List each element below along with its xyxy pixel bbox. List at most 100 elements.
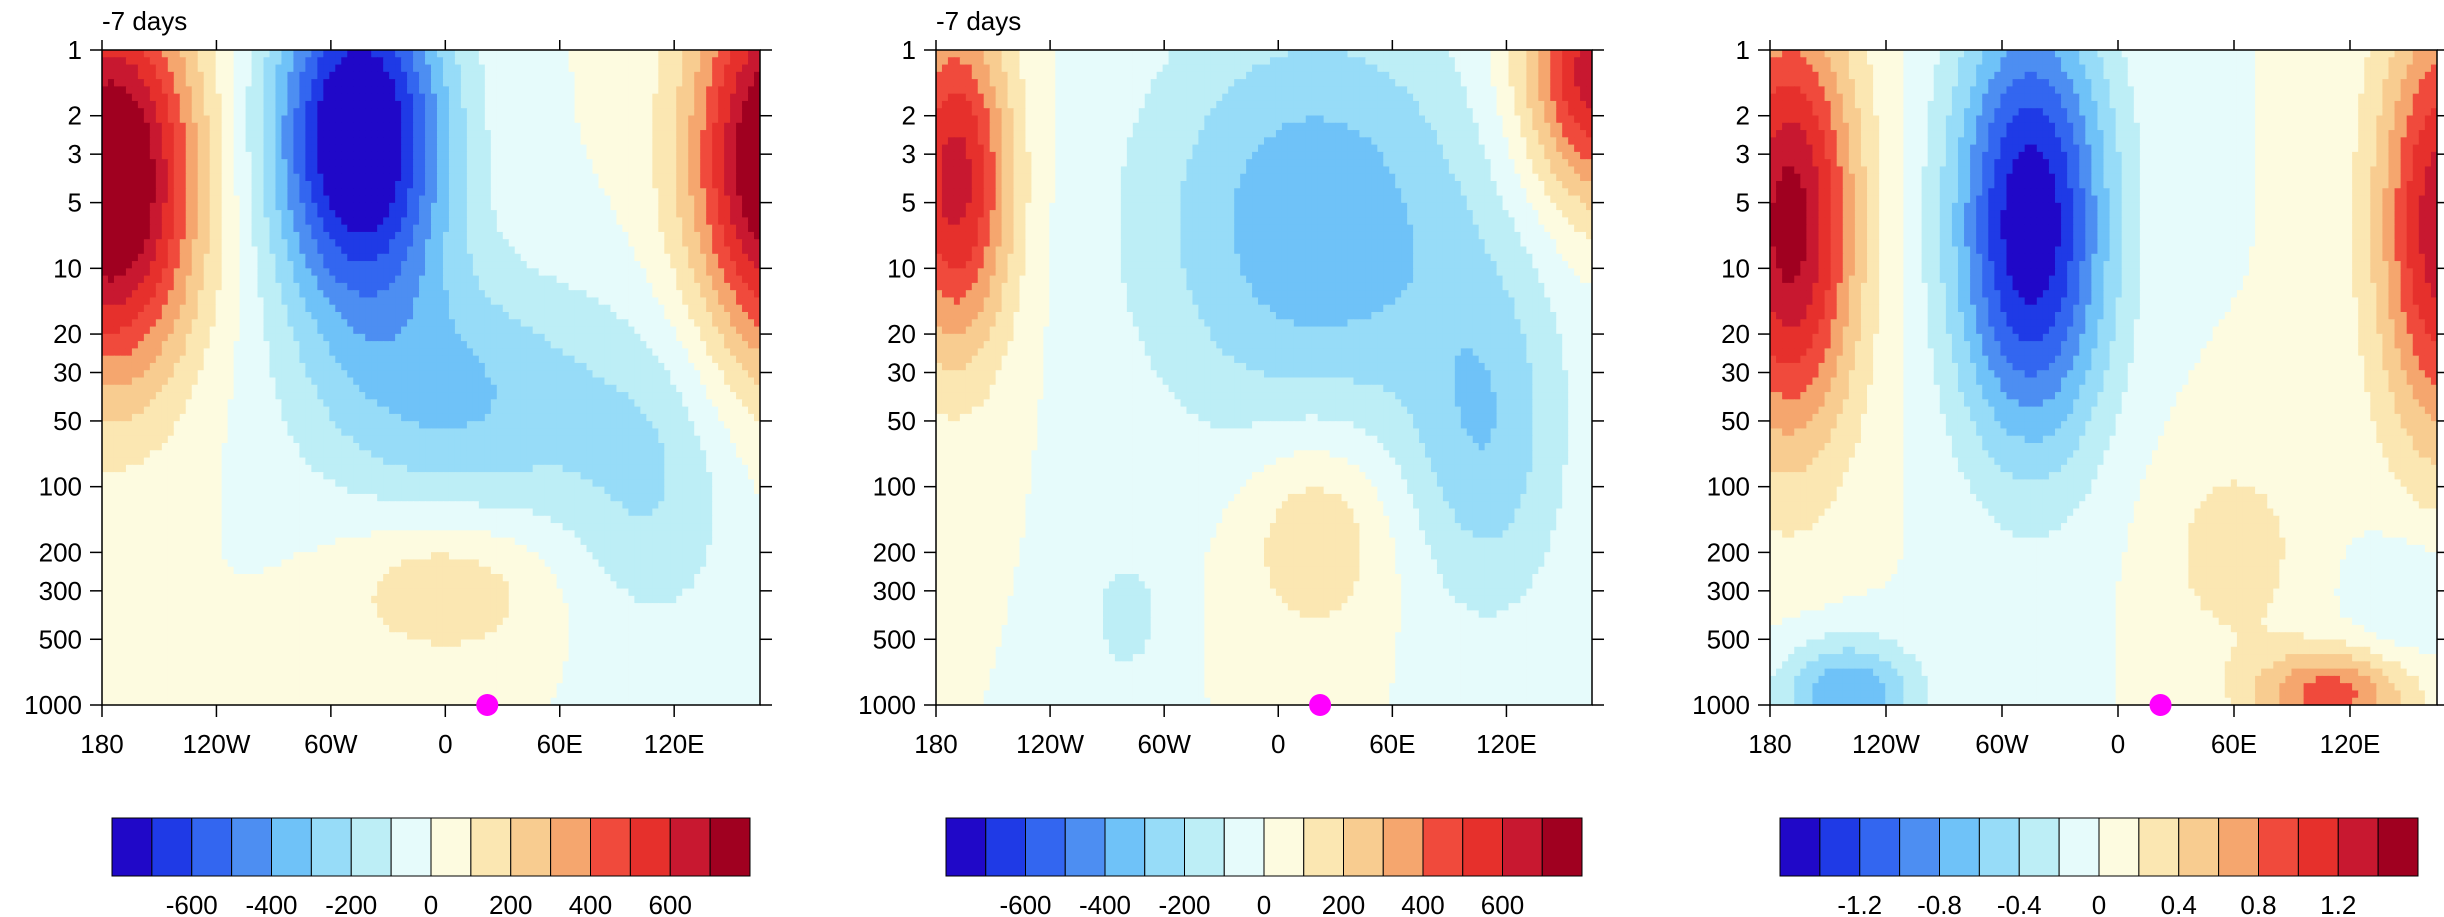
location-marker	[476, 694, 499, 716]
colorbar-box	[2098, 817, 2140, 877]
colorbar-box	[111, 817, 153, 877]
colorbar-box	[1422, 817, 1464, 877]
colorbar-label: 1.2	[2320, 890, 2356, 917]
y-tick-label: 100	[873, 472, 916, 502]
colorbar-label: -600	[999, 890, 1051, 917]
colorbar-box	[945, 817, 987, 877]
panel-3: 180 120W 60W 0 60E 120E 1 2 3 5 10 20 30 50 100 200 300 5…	[1692, 35, 2444, 917]
y-tick-label: 200	[873, 537, 916, 567]
y-tick-label: 200	[1707, 537, 1750, 567]
y-tick-label: 30	[53, 358, 82, 388]
colorbar-box	[985, 817, 1026, 877]
x-tick-label: 0	[1271, 729, 1285, 759]
y-tick-label: 500	[1707, 624, 1750, 654]
plot-frame	[935, 49, 1593, 706]
colorbar-box	[231, 817, 272, 877]
x-tick-label: 60E	[1369, 729, 1415, 759]
x-tick-label: 0	[2111, 729, 2125, 759]
y-tick-label: 2	[902, 101, 916, 131]
colorbar-label: 400	[1401, 890, 1444, 917]
y-tick-label: 300	[873, 576, 916, 606]
colorbar-2: -600 -400 -200 0 200 400 600	[945, 817, 1583, 917]
colorbar-box	[2337, 817, 2379, 877]
colorbar-box	[1978, 817, 2020, 877]
colorbar-box	[1343, 817, 1384, 877]
y-tick-label: 1	[68, 35, 82, 65]
x-tick-label: 120E	[1476, 729, 1537, 759]
y-tick-label: 1000	[858, 690, 916, 720]
colorbar-box	[2297, 817, 2339, 877]
colorbar-box	[430, 817, 472, 877]
y-tick-label: 100	[39, 472, 82, 502]
x-tick-label: 60W	[304, 729, 358, 759]
panel-subtitle: -7 days	[936, 6, 1021, 36]
plot-frame	[1769, 49, 2438, 706]
y-tick-label: 20	[887, 319, 916, 349]
contour-fill-3	[1770, 50, 2437, 705]
colorbar-label: 600	[1481, 890, 1524, 917]
y-tick-label: 5	[902, 188, 916, 218]
colorbar-box	[191, 817, 233, 877]
x-tick-label: 60W	[1137, 729, 1191, 759]
colorbar-label: -0.8	[1917, 890, 1962, 917]
colorbar-label: 0	[1257, 890, 1271, 917]
y-tick-label: 1	[1736, 35, 1750, 65]
colorbar-box	[1064, 817, 1106, 877]
y-tick-label: 20	[53, 319, 82, 349]
colorbar-box	[1263, 817, 1305, 877]
colorbar-label: -400	[1079, 890, 1131, 917]
y-tick-label: 5	[1736, 188, 1750, 218]
colorbar-label: 0	[424, 890, 438, 917]
colorbar-box	[1502, 817, 1543, 877]
y-tick-label: 50	[53, 406, 82, 436]
y-tick-label: 10	[53, 253, 82, 283]
y-tick-label: 2	[68, 101, 82, 131]
colorbar-box	[1462, 817, 1503, 877]
colorbar-box	[1779, 817, 1821, 877]
y-tick-label: 50	[1721, 406, 1750, 436]
y-tick-label: 500	[39, 624, 82, 654]
y-tick-label: 300	[1707, 576, 1750, 606]
colorbar-label: -400	[245, 890, 297, 917]
colorbar-box	[669, 817, 711, 877]
y-tick-label: 200	[39, 537, 82, 567]
colorbar-box	[550, 817, 591, 877]
y-tick-label: 1000	[24, 690, 82, 720]
colorbar-box	[1382, 817, 1424, 877]
x-tick-label: 120E	[2320, 729, 2381, 759]
colorbar-label: 0	[2092, 890, 2106, 917]
x-tick-label: 120E	[644, 729, 705, 759]
colorbar-label: 200	[489, 890, 532, 917]
x-tick-label: 120W	[1016, 729, 1084, 759]
y-tick-label: 50	[887, 406, 916, 436]
y-tick-label: 5	[68, 188, 82, 218]
contour-fill-2	[936, 50, 1592, 705]
colorbar-box	[2377, 817, 2419, 877]
colorbar-box	[2258, 817, 2299, 877]
colorbar-box	[1899, 817, 1940, 877]
y-tick-label: 10	[887, 253, 916, 283]
y-tick-label: 30	[887, 358, 916, 388]
colorbar-box	[2178, 817, 2220, 877]
x-tick-label: 60W	[1975, 729, 2029, 759]
colorbar-box	[1303, 817, 1344, 877]
colorbar-box	[1859, 817, 1901, 877]
colorbar-box	[2138, 817, 2180, 877]
colorbar-box	[1144, 817, 1185, 877]
colorbar-box	[1184, 817, 1225, 877]
colorbar-1: -600 -400 -200 0 200 400 600	[111, 817, 751, 917]
colorbar-box	[271, 817, 312, 877]
colorbar-box	[2018, 817, 2060, 877]
colorbar-label: -1.2	[1837, 890, 1882, 917]
x-tick-label: 180	[80, 729, 123, 759]
x-tick-label: 180	[1748, 729, 1791, 759]
colorbar-box	[629, 817, 671, 877]
colorbar-box	[510, 817, 552, 877]
x-tick-label: 120W	[182, 729, 250, 759]
y-tick-label: 3	[902, 139, 916, 169]
location-marker	[2149, 694, 2172, 716]
y-tick-label: 30	[1721, 358, 1750, 388]
colorbar-box	[310, 817, 352, 877]
y-tick-label: 500	[873, 624, 916, 654]
